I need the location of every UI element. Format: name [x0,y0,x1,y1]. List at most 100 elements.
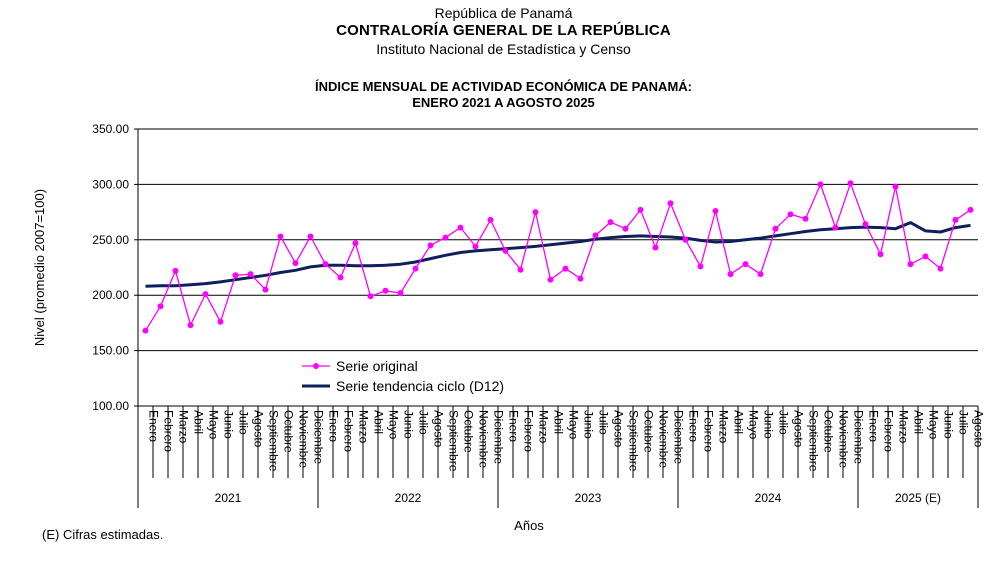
year-label: 2022 [395,491,422,505]
chart-subtitle: ENERO 2021 A AGOSTO 2025 [412,95,595,110]
x-tick-label: Noviembre [477,410,491,468]
x-tick-label: Septiembre [447,410,461,472]
x-tick-label: Noviembre [297,410,311,468]
data-point [202,291,209,298]
x-tick-label: Septiembre [807,410,821,472]
x-tick-label: Febrero [702,410,716,452]
x-tick-label: Enero [327,410,341,442]
data-point [952,216,959,223]
data-point [247,271,254,278]
data-point [817,181,824,188]
data-point [502,247,509,254]
x-tick-label: Enero [507,410,521,442]
header-institute: Instituto Nacional de Estadística y Cens… [376,41,631,57]
chart-title: ÍNDICE MENSUAL DE ACTIVIDAD ECONÓMICA DE… [314,79,692,94]
data-point [892,183,899,190]
data-point [277,233,284,240]
x-tick-label: Marzo [357,410,371,444]
x-axis-title: Años [514,518,544,533]
data-point [172,267,179,274]
y-tick-label: 100.00 [92,399,129,413]
x-tick-label: Abril [912,410,926,434]
data-point [862,221,869,228]
data-point [187,322,194,329]
data-point [787,211,794,218]
x-tick-label: Febrero [882,410,896,452]
x-tick-label: Marzo [537,410,551,444]
y-axis-title: Nivel (promedio 2007=100) [32,189,47,346]
header-institution: CONTRALORÍA GENERAL DE LA REPÚBLICA [336,22,671,39]
x-tick-label: Enero [687,410,701,442]
x-tick-label: Junio [402,410,416,439]
data-point [772,225,779,232]
x-tick-label: Octubre [642,410,656,453]
x-tick-label: Abril [552,410,566,434]
data-point [352,240,359,247]
data-point [427,242,434,249]
data-point [517,266,524,273]
legend-label-original: Serie original [336,358,418,374]
x-tick-label: Marzo [717,410,731,444]
data-point [922,253,929,260]
data-point [907,261,914,268]
data-point [157,303,164,310]
data-point [562,265,569,272]
x-tick-label: Mayo [927,410,941,440]
data-point [727,271,734,278]
x-tick-label: Noviembre [837,410,851,468]
x-tick-label: Agosto [612,410,626,448]
x-tick-label: Julio [237,410,251,435]
x-tick-label: Julio [417,410,431,435]
data-point [592,232,599,239]
x-tick-label: Marzo [897,410,911,444]
header-country: República de Panamá [434,5,573,21]
data-point [832,224,839,231]
data-point [262,286,269,293]
data-point [847,180,854,187]
x-tick-label: Abril [192,410,206,434]
data-point [472,243,479,250]
data-point [682,236,689,243]
data-point [532,209,539,216]
data-point [667,200,674,207]
data-point [742,261,749,268]
year-label: 2025 (E) [895,491,941,505]
x-tick-label: Febrero [342,410,356,452]
x-tick-label: Junio [762,410,776,439]
x-tick-label: Septiembre [267,410,281,472]
x-tick-label: Agosto [252,410,266,448]
x-tick-label: Julio [957,410,971,435]
y-tick-label: 300.00 [92,177,129,191]
y-tick-label: 150.00 [92,344,129,358]
x-tick-label: Mayo [747,410,761,440]
data-point [622,225,629,232]
legend-label-trend: Serie tendencia ciclo (D12) [336,378,504,394]
data-point [457,224,464,231]
data-point [382,287,389,294]
x-tick-label: Mayo [387,410,401,440]
x-tick-label: Mayo [207,410,221,440]
year-label: 2024 [755,491,782,505]
data-point [877,251,884,258]
y-tick-label: 350.00 [92,122,129,136]
data-point [637,206,644,213]
year-label: 2023 [575,491,602,505]
data-point [712,207,719,214]
x-tick-label: Abril [372,410,386,434]
x-tick-label: Octubre [282,410,296,453]
x-tick-label: Octubre [462,410,476,453]
data-point [307,233,314,240]
x-tick-label: Septiembre [627,410,641,472]
data-point [652,244,659,251]
data-point [397,289,404,296]
footnote: (E) Cifras estimadas. [42,527,164,542]
x-tick-label: Febrero [162,410,176,452]
year-label: 2021 [215,491,242,505]
data-point [322,261,329,268]
data-point [607,219,614,226]
data-point [232,272,239,279]
data-point [937,265,944,272]
x-tick-label: Junio [222,410,236,439]
